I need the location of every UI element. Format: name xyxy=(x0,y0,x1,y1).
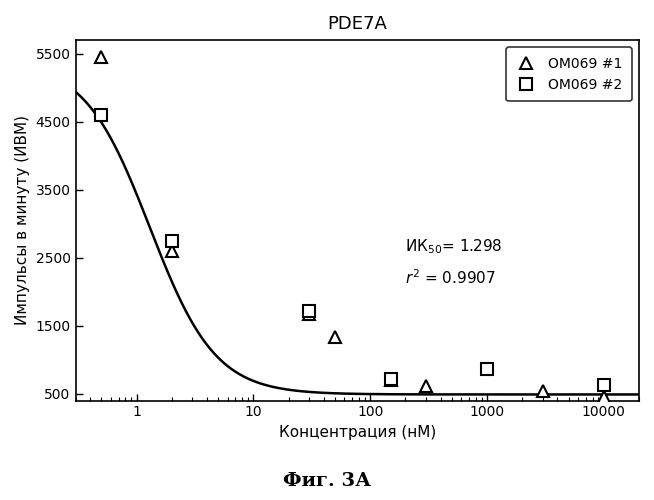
ОМ069 #2 xyxy=(387,376,395,382)
ОМ069 #1 xyxy=(168,248,176,254)
ОМ069 #2 xyxy=(97,112,105,118)
Text: ИК$_{50}$= 1.298
$r^2$ = 0.9907: ИК$_{50}$= 1.298 $r^2$ = 0.9907 xyxy=(405,238,503,288)
Line: ОМ069 #2: ОМ069 #2 xyxy=(96,110,610,390)
Title: PDE7A: PDE7A xyxy=(328,15,387,33)
ОМ069 #2 xyxy=(168,238,176,244)
X-axis label: Концентрация (нМ): Концентрация (нМ) xyxy=(279,425,436,440)
ОМ069 #1 xyxy=(305,311,313,317)
Legend: ОМ069 #1, ОМ069 #2: ОМ069 #1, ОМ069 #2 xyxy=(506,47,632,102)
Line: ОМ069 #1: ОМ069 #1 xyxy=(96,52,610,402)
ОМ069 #2 xyxy=(305,308,313,314)
Text: Фиг. 3А: Фиг. 3А xyxy=(283,472,371,490)
ОМ069 #1 xyxy=(387,377,395,383)
ОМ069 #1 xyxy=(331,334,339,340)
ОМ069 #1 xyxy=(539,388,547,394)
ОМ069 #2 xyxy=(600,382,608,388)
ОМ069 #2 xyxy=(483,366,491,372)
ОМ069 #1 xyxy=(97,54,105,60)
ОМ069 #1 xyxy=(422,382,430,388)
ОМ069 #1 xyxy=(600,394,608,400)
Y-axis label: Импульсы в минуту (ИВМ): Импульсы в минуту (ИВМ) xyxy=(15,116,30,326)
